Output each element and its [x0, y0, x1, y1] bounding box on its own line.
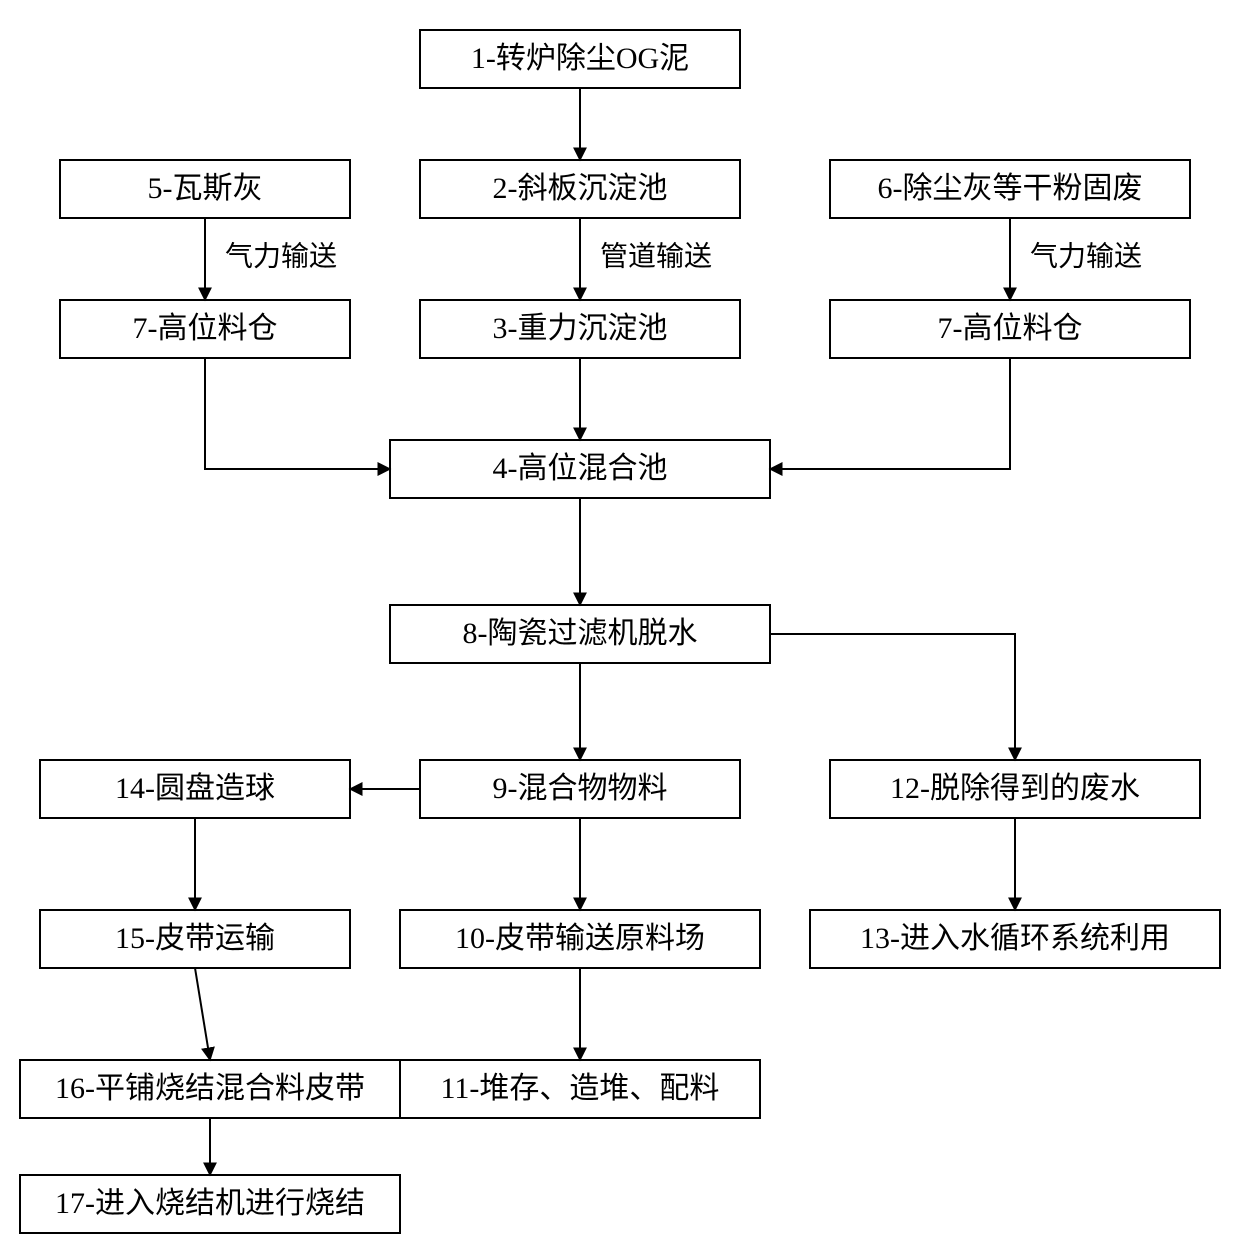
flow-node-label: 12-脱除得到的废水 [890, 772, 1140, 805]
flow-node-label: 15-皮带运输 [115, 922, 275, 955]
flow-node-label: 1-转炉除尘OG泥 [471, 42, 689, 75]
flow-edge [195, 968, 210, 1060]
flow-edge [205, 358, 390, 469]
flow-node-label: 11-堆存、造堆、配料 [441, 1072, 720, 1105]
flow-node-label: 6-除尘灰等干粉固废 [878, 172, 1143, 205]
flow-node-label: 16-平铺烧结混合料皮带 [55, 1072, 365, 1105]
flow-node-label: 7-高位料仓 [938, 312, 1083, 345]
flow-node-label: 5-瓦斯灰 [148, 172, 263, 205]
flow-edge [770, 358, 1010, 469]
flow-node-label: 10-皮带输送原料场 [455, 922, 705, 955]
edge-label: 管道输送 [600, 240, 712, 272]
flow-node-label: 7-高位料仓 [133, 312, 278, 345]
flow-node-label: 8-陶瓷过滤机脱水 [463, 617, 698, 650]
flow-node-label: 9-混合物物料 [493, 772, 668, 805]
edge-label: 气力输送 [225, 240, 337, 272]
flowchart-canvas: 气力输送 管道输送 气力输送 1-转炉除尘OG泥 5-瓦斯灰 2-斜板沉淀池 6-除尘灰等干… [0, 0, 1240, 1250]
flow-node-label: 14-圆盘造球 [115, 772, 275, 805]
flow-node-label: 17-进入烧结机进行烧结 [55, 1187, 365, 1220]
edge-label: 气力输送 [1030, 240, 1142, 272]
flow-edge [770, 634, 1015, 760]
flow-node-label: 13-进入水循环系统利用 [860, 922, 1170, 955]
flow-node-label: 3-重力沉淀池 [493, 312, 668, 345]
flow-node-label: 4-高位混合池 [493, 452, 668, 485]
flow-node-label: 2-斜板沉淀池 [493, 172, 668, 205]
